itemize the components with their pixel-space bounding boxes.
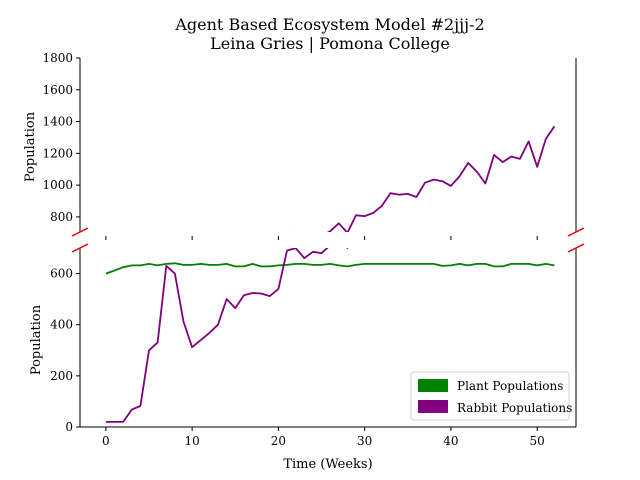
x-tick-label: 30 xyxy=(357,434,372,448)
x-tick-label: 10 xyxy=(184,434,199,448)
upper-series-line-rabbit xyxy=(295,125,556,232)
upper-panel: 800 1000 1200 1400 1600 1800 xyxy=(42,51,577,248)
legend-swatch-plant xyxy=(418,379,448,392)
lower-series-line-plant xyxy=(105,262,555,275)
lower-y-tick-label: 600 xyxy=(50,267,73,281)
break-mark xyxy=(71,243,89,253)
legend-swatch-rabbit xyxy=(418,400,448,413)
legend-box xyxy=(410,371,570,421)
legend-label-rabbit: Rabbit Populations xyxy=(457,401,572,415)
upper-series-line-plant xyxy=(106,242,555,248)
legend: Plant Populations Rabbit Populations xyxy=(410,371,572,421)
x-tick-label: 20 xyxy=(271,434,286,448)
x-tick-label: 40 xyxy=(443,434,458,448)
break-mark xyxy=(71,227,89,237)
lower-y-tick-label: 200 xyxy=(50,369,73,383)
upper-y-tick-label: 1600 xyxy=(42,83,73,97)
legend-label-plant: Plant Populations xyxy=(457,379,563,393)
x-tick-label: 50 xyxy=(530,434,545,448)
lower-panel: 0 200 400 600 0 10 20 30 40 50 xyxy=(50,248,577,448)
chart-subtitle: Leina Gries | Pomona College xyxy=(210,34,450,53)
upper-y-tick-label: 1800 xyxy=(42,51,73,65)
x-axis-label: Time (Weeks) xyxy=(283,457,372,472)
upper-y-axis-label: Population xyxy=(23,111,38,182)
upper-y-tick-label: 1200 xyxy=(42,146,73,160)
axis-break-marks xyxy=(71,227,585,253)
lower-y-tick-label: 400 xyxy=(50,318,73,332)
lower-y-axis-label: Population xyxy=(29,304,44,375)
break-mark xyxy=(567,227,585,237)
lower-series-line-rabbit xyxy=(105,248,349,423)
upper-y-tick-label: 1400 xyxy=(42,115,73,129)
break-mark xyxy=(567,243,585,253)
upper-y-tick-label: 1000 xyxy=(42,178,73,192)
upper-y-tick-label: 800 xyxy=(50,210,73,224)
lower-y-tick-label: 0 xyxy=(65,420,73,434)
chart-title: Agent Based Ecosystem Model #2jjj-2 xyxy=(174,15,484,34)
x-tick-label: 0 xyxy=(102,434,110,448)
